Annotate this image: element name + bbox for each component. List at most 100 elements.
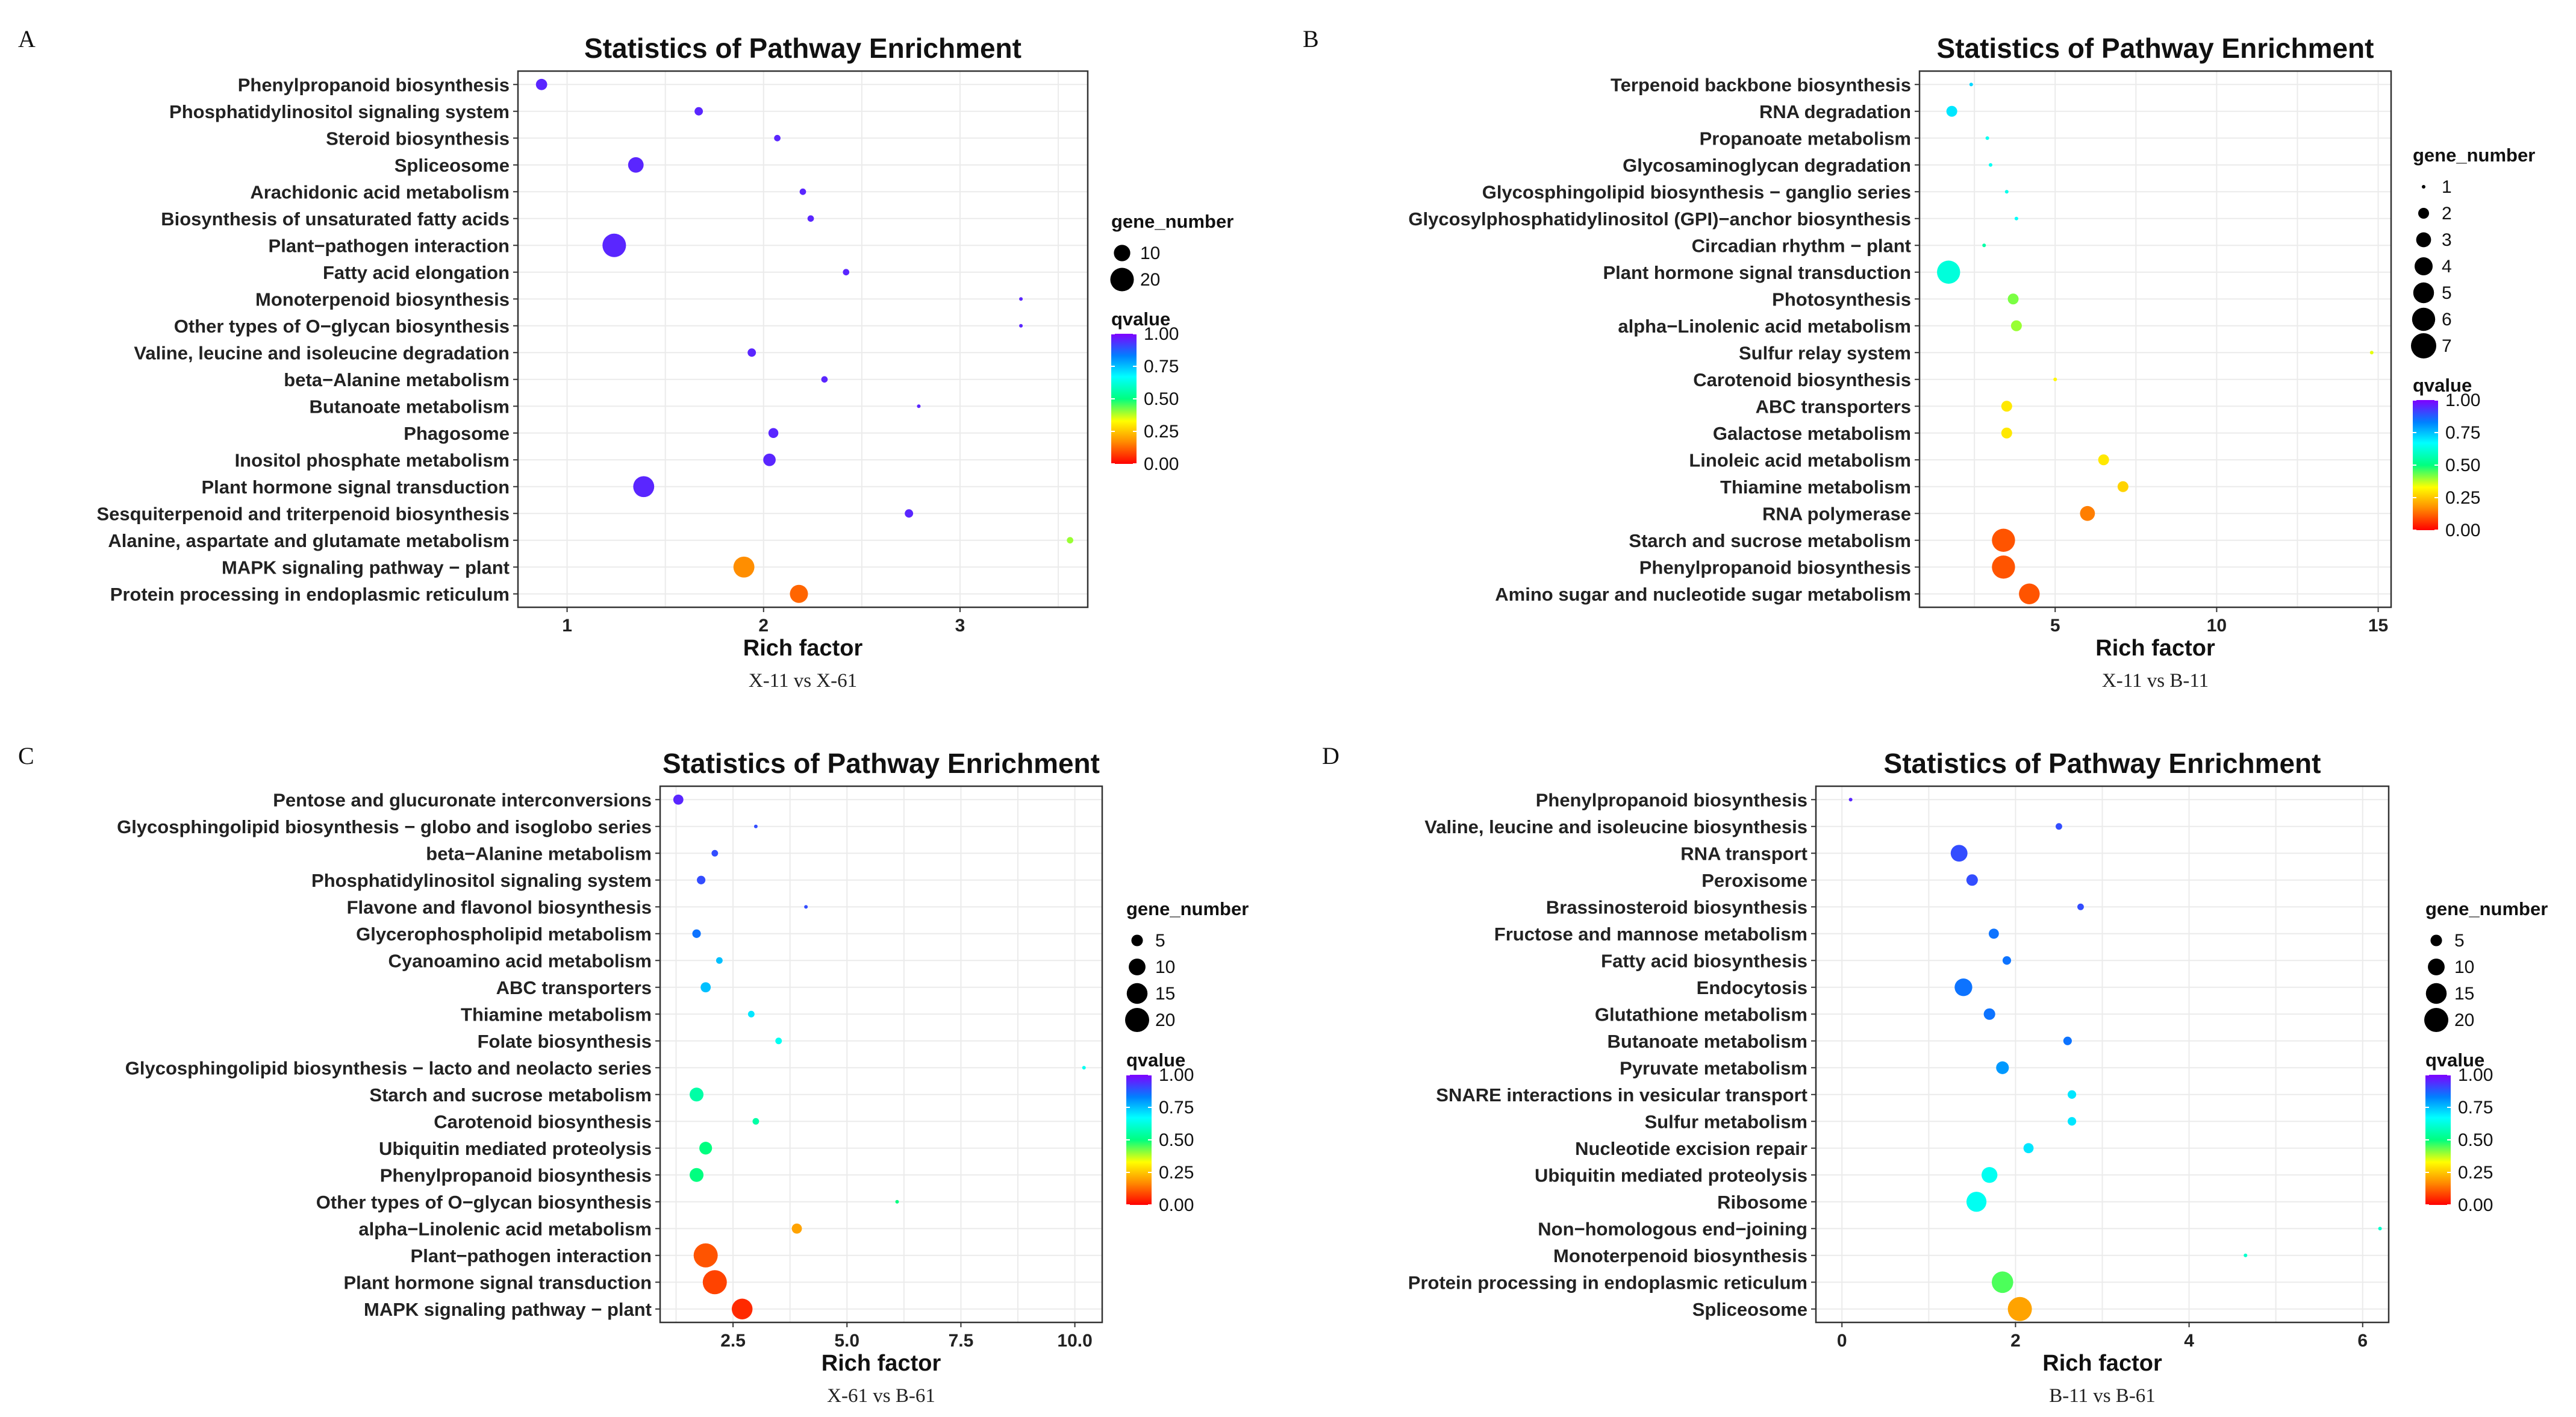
x-tick-label: 7.5 [949, 1331, 974, 1351]
panel-letter: D [1322, 742, 1339, 769]
y-category-label: Sulfur metabolism [1645, 1111, 1807, 1132]
y-category-label: Non−homologous end−joining [1538, 1218, 1807, 1239]
data-point [807, 215, 814, 222]
y-category-label: RNA polymerase [1762, 503, 1911, 524]
color-legend-label: 1.00 [2458, 1065, 2493, 1085]
panel-d: D Statistics of Pathway Enrichment Phenylp… [1322, 742, 2548, 1407]
data-point [2019, 583, 2040, 604]
y-category-label: Glycosaminoglycan degradation [1623, 155, 1911, 176]
data-point [602, 233, 626, 257]
chart-title: Statistics of Pathway Enrichment [584, 33, 1021, 64]
data-point [1969, 83, 1973, 87]
y-category-label: SNARE interactions in vesicular transpor… [1436, 1084, 1807, 1106]
data-point [694, 107, 703, 116]
size-legend-key [2424, 1008, 2448, 1032]
data-point [1019, 297, 1023, 301]
size-legend-label: 20 [1155, 1010, 1175, 1030]
y-category-label: Alanine, aspartate and glutamate metabol… [108, 530, 510, 551]
plot-border [1918, 70, 2392, 608]
y-category-label: Phagosome [404, 423, 510, 444]
data-point [731, 1298, 753, 1319]
y-category-label: Glycosphingolipid biosynthesis − globo a… [117, 816, 652, 837]
y-category-label: MAPK signaling pathway − plant [222, 557, 510, 578]
y-category-label: Valine, leucine and isoleucine degradati… [134, 342, 510, 363]
color-legend-bar [1126, 1075, 1152, 1205]
data-point [2023, 1143, 2034, 1154]
data-point [1848, 798, 1853, 802]
color-legend-label: 0.00 [1159, 1195, 1194, 1215]
data-point [2077, 903, 2084, 910]
color-legend-label: 0.00 [1144, 454, 1179, 474]
data-point [1067, 537, 1073, 544]
y-category-label: Ribosome [1717, 1192, 1807, 1213]
color-legend-title: qvalue [1111, 308, 1170, 330]
color-legend-label: 0.50 [1159, 1130, 1194, 1150]
data-point [774, 134, 781, 142]
x-tick-label: 10 [2207, 616, 2227, 636]
data-point [763, 453, 776, 466]
color-legend-label: 0.50 [2458, 1130, 2493, 1150]
y-category-label: Arachidonic acid metabolism [250, 181, 510, 202]
data-point [804, 905, 808, 909]
y-category-label: Carotenoid biosynthesis [1693, 369, 1911, 390]
size-legend-label: 20 [1140, 270, 1160, 290]
y-category-label: Phenylpropanoid biosynthesis [238, 74, 510, 95]
y-category-label: RNA transport [1680, 843, 1807, 864]
y-category-label: ABC transporters [496, 977, 652, 998]
data-point [2067, 1117, 2077, 1126]
size-legend-key [2430, 934, 2442, 946]
y-category-label: beta−Alanine metabolism [284, 369, 510, 390]
y-category-label: Phenylpropanoid biosynthesis [1536, 789, 1807, 810]
y-category-label: Flavone and flavonol biosynthesis [347, 896, 652, 918]
size-legend-key [2428, 959, 2445, 975]
size-legend-key [2425, 983, 2447, 1004]
data-point [1988, 928, 1999, 939]
y-category-label: Pyruvate metabolism [1620, 1057, 1807, 1078]
y-category-label: Protein processing in endoplasmic reticu… [110, 584, 510, 605]
y-category-label: Other types of O−glycan biosynthesis [174, 316, 510, 337]
y-category-label: Photosynthesis [1772, 289, 1911, 310]
y-category-label: Plant hormone signal transduction [343, 1272, 652, 1293]
size-legend-label: 3 [2442, 230, 2452, 250]
plot-border [1815, 785, 2390, 1324]
size-legend-key [1126, 983, 1148, 1004]
color-legend-title: qvalue [2425, 1049, 2484, 1071]
y-category-label: Biosynthesis of unsaturated fatty acids [161, 208, 510, 230]
size-legend-key [1129, 959, 1146, 975]
panel-caption: X-61 vs B-61 [827, 1385, 935, 1407]
data-point [821, 376, 828, 383]
size-legend-title: gene_number [2425, 898, 2548, 919]
data-point [2010, 320, 2022, 331]
data-point [535, 78, 547, 90]
data-point [2004, 190, 2009, 194]
size-legend-key [2416, 232, 2431, 248]
data-point [2098, 454, 2109, 466]
size-legend-key [1110, 267, 1134, 292]
y-category-label: Endocytosis [1697, 977, 1807, 998]
y-category-label: Butanoate metabolism [1608, 1031, 1807, 1052]
data-point [2117, 481, 2128, 492]
x-axis-label: Rich factor [743, 636, 863, 661]
chart-title: Statistics of Pathway Enrichment [1937, 33, 2374, 64]
size-legend-key [2418, 208, 2429, 219]
color-legend-label: 0.75 [1159, 1098, 1194, 1118]
data-point [1982, 243, 1986, 248]
data-point [716, 957, 723, 964]
y-category-label: Monoterpenoid biosynthesis [255, 289, 510, 310]
x-tick-label: 15 [2368, 616, 2388, 636]
data-point [752, 1118, 759, 1125]
data-point [1992, 555, 2015, 579]
color-legend-label: 0.75 [2458, 1098, 2493, 1118]
panel-a: A Statistics of Pathway Enrichment Phenylp… [18, 25, 1233, 692]
data-point [693, 1243, 718, 1268]
y-category-label: Glycosphingolipid biosynthesis − ganglio… [1482, 181, 1911, 202]
panel-b: B Statistics of Pathway Enrichment Terpeno… [1303, 25, 2535, 692]
y-category-label: Galactose metabolism [1713, 423, 1911, 444]
y-category-label: Plant−pathogen interaction [411, 1245, 652, 1266]
y-category-label: Nucleotide excision repair [1575, 1138, 1807, 1159]
size-legend-label: 2 [2442, 204, 2452, 224]
plot-border [659, 785, 1103, 1324]
size-legend-label: 10 [1155, 957, 1175, 977]
data-point [1082, 1066, 1086, 1070]
y-category-label: Cyanoamino acid metabolism [388, 950, 652, 971]
